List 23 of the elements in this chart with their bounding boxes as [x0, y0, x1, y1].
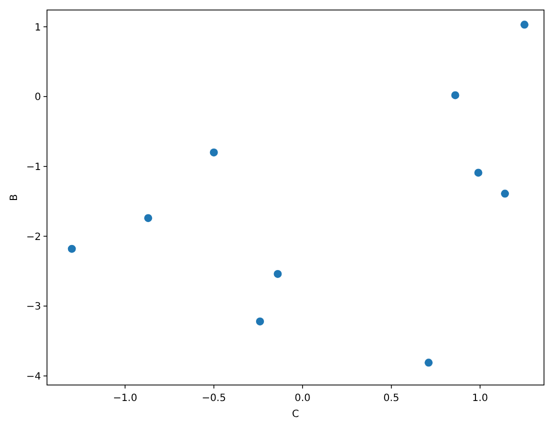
x-tick-label: 0.0	[294, 393, 311, 404]
x-tick-label: −0.5	[202, 393, 226, 404]
x-tick-label: 0.5	[383, 393, 400, 404]
point	[500, 190, 509, 198]
point	[68, 244, 76, 253]
y-tick-label: 1	[34, 22, 41, 34]
x-axis-title: C	[292, 409, 300, 420]
y-tick-label: −3	[26, 302, 41, 313]
y-tick-label: −4	[26, 371, 41, 382]
x-tick-label: 1.0	[472, 393, 488, 404]
point	[274, 270, 282, 278]
point	[144, 214, 152, 222]
point	[474, 168, 482, 177]
y-tick-label: 0	[34, 92, 41, 104]
y-axis-title: B	[9, 194, 20, 201]
point	[210, 148, 218, 156]
point	[451, 91, 460, 100]
point	[424, 358, 433, 367]
y-tick-label: −1	[26, 162, 41, 173]
y-tick-label: −2	[26, 232, 41, 243]
point	[520, 20, 528, 29]
x-tick-label: −1.0	[112, 393, 138, 404]
point	[256, 317, 264, 326]
